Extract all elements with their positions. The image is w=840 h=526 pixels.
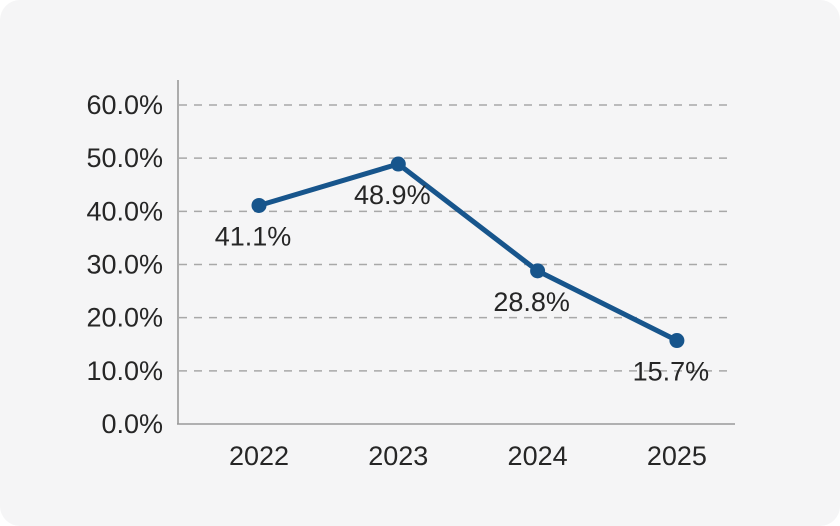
x-tick-label: 2025 — [647, 441, 707, 471]
data-label: 28.8% — [493, 287, 570, 317]
data-point-marker — [669, 333, 685, 349]
y-tick-label: 10.0% — [86, 356, 163, 386]
y-tick-label: 0.0% — [101, 409, 163, 439]
data-label: 41.1% — [215, 221, 292, 251]
y-tick-label: 40.0% — [86, 196, 163, 226]
x-tick-label: 2024 — [508, 441, 568, 471]
x-tick-label: 2023 — [368, 441, 428, 471]
data-point-marker — [251, 197, 267, 213]
y-tick-label: 30.0% — [86, 250, 163, 280]
x-tick-label: 2022 — [229, 441, 289, 471]
y-tick-label: 50.0% — [86, 143, 163, 173]
data-label: 15.7% — [633, 357, 710, 387]
data-point-marker — [530, 263, 546, 279]
y-tick-label: 60.0% — [86, 90, 163, 120]
data-label: 48.9% — [354, 180, 431, 210]
series-line — [256, 161, 680, 344]
y-tick-label: 20.0% — [86, 303, 163, 333]
data-point-marker — [390, 156, 406, 172]
